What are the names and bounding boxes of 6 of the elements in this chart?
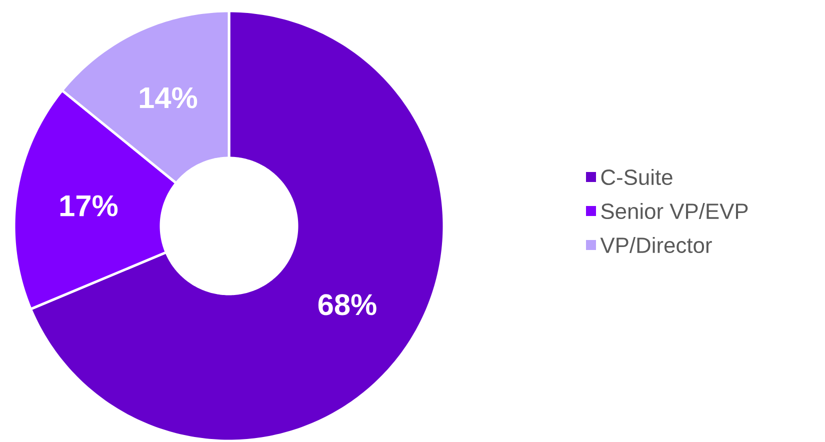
legend-label: VP/Director <box>600 236 712 254</box>
legend-label: Senior VP/EVP <box>601 202 748 220</box>
data-label: 14% <box>140 87 198 108</box>
data-label: 17% <box>60 195 118 216</box>
legend-label: C-Suite <box>601 168 672 186</box>
data-label: 68% <box>318 294 376 316</box>
